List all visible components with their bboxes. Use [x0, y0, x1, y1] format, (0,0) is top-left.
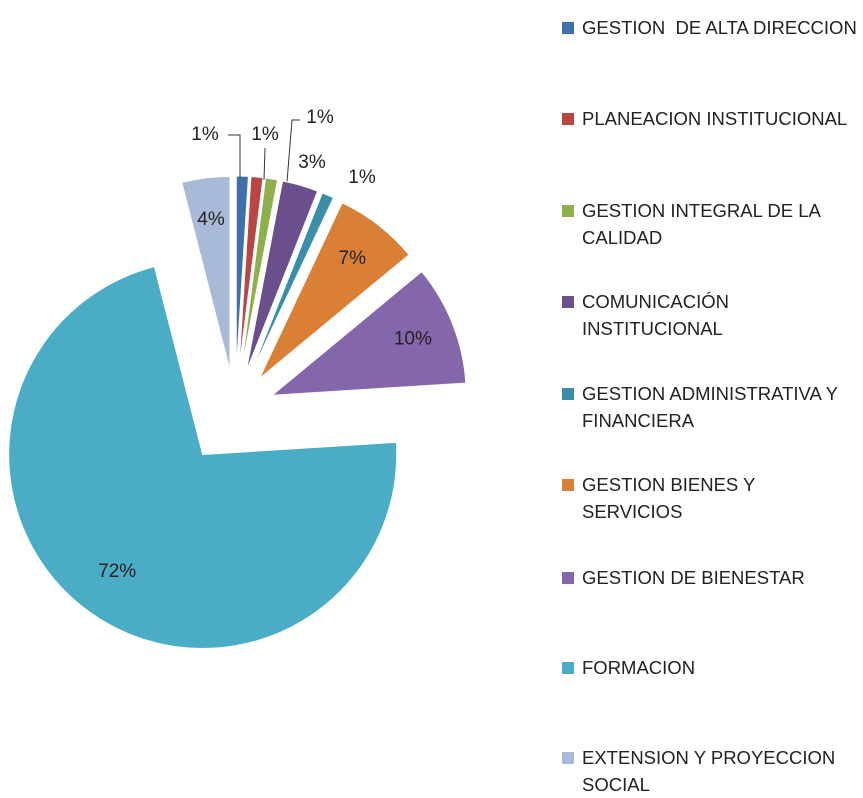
legend-swatch — [562, 572, 574, 584]
legend-item: GESTION INTEGRAL DE LA CALIDAD — [562, 197, 860, 251]
leader-line — [228, 134, 241, 178]
data-label: 7% — [339, 248, 367, 269]
data-label: 1% — [306, 107, 334, 128]
pie-slice — [8, 265, 398, 649]
legend-item: GESTION DE ALTA DIRECCION — [562, 14, 860, 41]
legend-label: PLANEACION INSTITUCIONAL — [582, 108, 848, 129]
legend-swatch — [562, 113, 574, 125]
legend-item: COMUNICACIÓN INSTITUCIONAL — [562, 288, 860, 342]
legend-item: FORMACION — [562, 654, 860, 681]
data-label: 72% — [98, 561, 136, 582]
data-label: 10% — [394, 329, 432, 350]
legend-swatch — [562, 205, 574, 217]
pie-slice — [270, 270, 467, 396]
legend-label: EXTENSION Y PROYECCION SOCIAL — [582, 747, 841, 795]
legend-label: GESTION BIENES Y SERVICIOS — [582, 474, 761, 522]
data-label: 1% — [191, 124, 219, 145]
legend-swatch — [562, 752, 574, 764]
pie-slice — [259, 202, 410, 379]
legend-label: GESTION ADMINISTRATIVA Y FINANCIERA — [582, 383, 843, 431]
pie-slice — [250, 192, 335, 374]
legend-swatch — [562, 22, 574, 34]
leader-line — [263, 147, 266, 181]
data-label: 4% — [197, 209, 225, 230]
legend-swatch — [562, 662, 574, 674]
legend-label: FORMACION — [582, 657, 696, 678]
pie-slice — [240, 177, 279, 371]
pie-slice — [245, 180, 319, 372]
legend-item: PLANEACION INSTITUCIONAL — [562, 105, 860, 132]
data-label: 1% — [251, 124, 279, 145]
data-label: 3% — [298, 152, 326, 173]
legend-label: COMUNICACIÓN INSTITUCIONAL — [582, 291, 735, 339]
pie-slice — [235, 175, 249, 371]
pie-slice — [181, 175, 231, 371]
chart: 1% 1% 1% 3% 1% 7% 10% 72% 4% — [8, 107, 467, 649]
legend-item: GESTION DE BIENESTAR — [562, 564, 860, 591]
legend-item: GESTION BIENES Y SERVICIOS — [562, 471, 860, 525]
legend-swatch — [562, 479, 574, 491]
legend-swatch — [562, 388, 574, 400]
legend-item: EXTENSION Y PROYECCION SOCIAL — [562, 744, 860, 798]
data-label: 1% — [348, 167, 376, 188]
legend-label: GESTION DE BIENESTAR — [582, 567, 805, 588]
leader-line — [286, 119, 300, 183]
legend-swatch — [562, 296, 574, 308]
legend-label: GESTION DE ALTA DIRECCION — [582, 17, 857, 38]
legend-item: GESTION ADMINISTRATIVA Y FINANCIERA — [562, 380, 860, 434]
legend-label: GESTION INTEGRAL DE LA CALIDAD — [582, 200, 825, 248]
pie-slice — [238, 176, 264, 371]
